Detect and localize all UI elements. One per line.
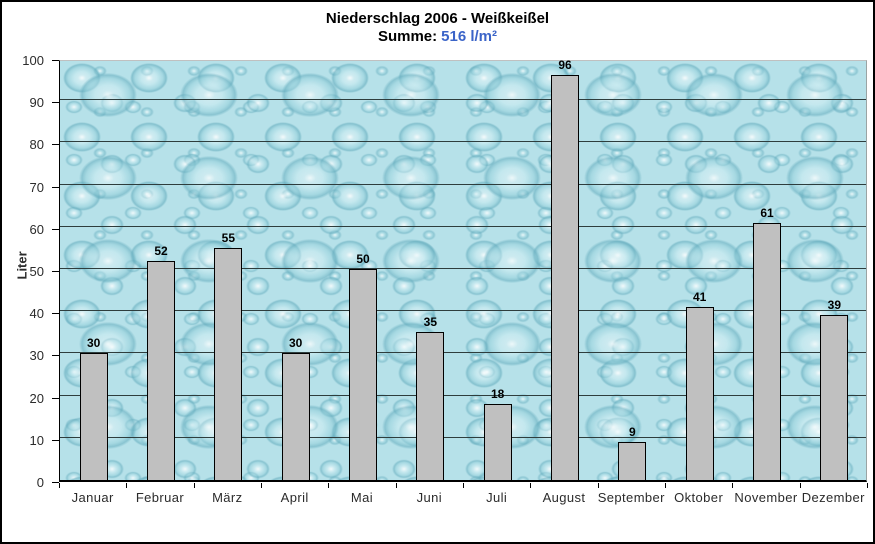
x-tick-label-august: August [542,490,586,505]
x-tick-label-november: November [734,490,798,505]
y-tick-mark [52,439,59,441]
y-tick-label: 30 [29,348,44,364]
x-tick-label-juni: Juni [416,490,443,505]
y-tick-mark [52,482,59,483]
y-tick-mark [52,397,59,399]
plot-area: 30 52 55 30 50 35 18 96 9 41 61 39 [59,57,867,482]
bar-dezember [820,315,849,480]
gridline [60,352,866,354]
x-tick-label-februar: Februar [135,490,185,505]
bar-value-label: 96 [558,57,572,72]
bar-juni [416,332,445,480]
gridline [60,225,866,227]
x-tick-label-dezember: Dezember [801,490,865,505]
bar-value-label: 41 [692,289,707,304]
bar-november [753,222,781,480]
x-tick-label-januar: Januar [71,490,114,505]
y-tick-mark [52,313,59,315]
gridline [60,394,866,396]
bar-märz [214,247,243,480]
y-tick-label: 50 [29,264,44,279]
x-tick-mark [799,483,801,488]
bar-value-label: 9 [628,425,636,440]
subtitle-label: Summe: [377,28,438,45]
x-tick-label-oktober: Oktober [674,490,724,505]
x-tick-mark [530,483,532,488]
bar-april [281,353,310,480]
y-tick-mark [52,102,59,104]
sum-value: 516 l/m² [441,28,498,45]
x-tick-label-märz: März [212,490,243,505]
y-tick-mark [52,60,59,61]
x-tick-mark [867,483,868,488]
bar-value-label: 55 [221,230,235,245]
y-tick-mark [52,186,59,188]
x-tick-mark [463,483,464,488]
chart-subtitle: Summe: 516 l/m² [2,28,873,46]
x-tick-mark [328,483,330,488]
x-tick-label-september: September [597,490,665,505]
x-tick-label-april: April [280,490,309,505]
y-tick-label: 80 [29,137,44,153]
x-tick-mark [126,483,128,488]
x-tick-label-mai: Mai [350,490,374,505]
x-tick-mark [261,483,262,488]
y-tick-mark [52,228,59,230]
y-tick-label: 0 [36,475,44,490]
x-tick-mark [665,483,666,488]
bar-januar [79,353,108,480]
bar-value-label: 39 [827,298,841,313]
bar-value-label: 61 [760,205,774,220]
bar-value-label: 18 [490,387,505,402]
bar-value-label: 30 [86,336,101,351]
y-tick-mark [52,144,59,146]
bar-oktober [685,306,714,480]
y-tick-label: 90 [29,95,44,111]
y-tick-label: 70 [29,179,44,195]
y-tick-label: 60 [29,221,44,237]
bar-value-label: 30 [288,336,303,351]
bar-value-label: 50 [356,252,370,266]
chart-title: Niederschlag 2006 - Weißkeißel [325,10,550,27]
y-tick-mark [52,271,59,272]
x-tick-mark [732,483,734,488]
title-block: Niederschlag 2006 - Weißkeißel Summe: 516… [2,10,873,46]
bar-februar [147,260,175,480]
bar-value-label: 35 [423,315,437,330]
bar-value-label: 52 [154,243,168,258]
y-tick-label: 40 [29,306,44,322]
gridline [60,310,866,312]
gridline [60,183,866,185]
y-tick-label: 20 [29,390,44,406]
x-tick-mark [59,483,60,488]
gridline [60,99,866,101]
x-tick-mark [395,483,397,488]
gridline [60,268,866,269]
x-tick-mark [193,483,195,488]
gridline [60,141,866,143]
bar-mai [349,269,377,480]
gridline [60,436,866,438]
y-tick-mark [52,355,59,357]
bar-juli [483,404,512,480]
y-tick-label: 100 [22,53,44,68]
y-tick-label: 10 [29,432,44,448]
x-tick-mark [597,483,599,488]
bar-august [551,74,579,480]
x-tick-label-juli: Juli [486,490,508,505]
bar-september [618,442,647,480]
